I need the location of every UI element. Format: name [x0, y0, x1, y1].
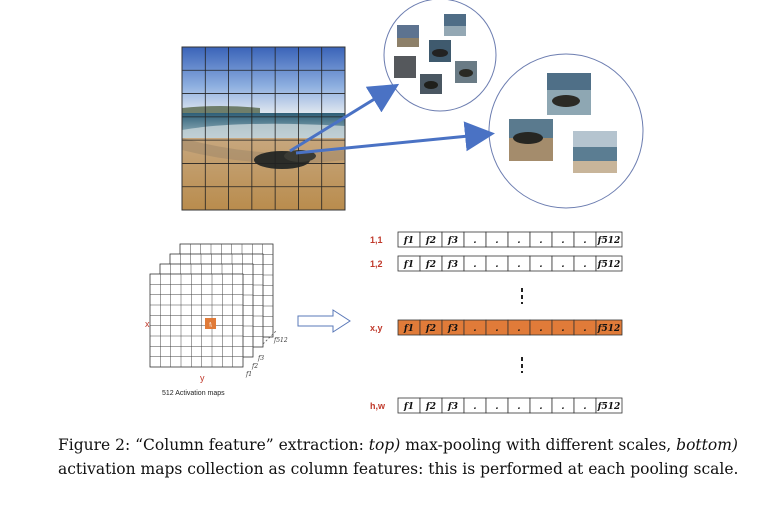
- column-feature-figure: fᵢ x y f512 f3 f2 f1 512 Activation maps…: [145, 0, 644, 414]
- figure-caption: Figure 2: “Column feature” extraction: t…: [58, 433, 758, 481]
- crop-thumb: [509, 119, 553, 161]
- feature-cell-label: .: [495, 260, 498, 270]
- feature-cell-label: f2: [425, 402, 436, 412]
- feature-cell-label: .: [561, 260, 564, 270]
- feature-cell-label: f1: [403, 324, 414, 334]
- beach-photo: [182, 47, 345, 210]
- feature-cell-label: .: [539, 236, 542, 246]
- feature-cell-label: f512: [597, 260, 621, 270]
- feature-cell-label: f3: [447, 402, 458, 412]
- feature-cell-label: .: [561, 236, 564, 246]
- feature-cell-label: f512: [597, 236, 621, 246]
- feature-cell: [595, 255, 623, 272]
- feature-cell-label: .: [583, 260, 586, 270]
- photo-border: [181, 46, 346, 211]
- row-label: h,w: [370, 401, 386, 411]
- hollow-right-arrow-icon: [297, 309, 351, 333]
- feature-cell-label: f2: [425, 236, 436, 246]
- feature-cell: [595, 319, 623, 336]
- feature-cell-label: .: [539, 324, 542, 334]
- x-axis-label: x: [145, 319, 150, 329]
- feature-cell-label: .: [561, 402, 564, 412]
- feature-cell-label: .: [517, 324, 520, 334]
- depth-dots: [262, 330, 277, 345]
- scale-arrow-large: [295, 121, 495, 155]
- feature-cell-label: f512: [597, 402, 621, 412]
- f2-depth-label: f2: [251, 363, 258, 370]
- crop-thumb: [444, 14, 466, 36]
- scale-arrow-small: [289, 83, 400, 153]
- caption-top-label: top): [368, 436, 401, 454]
- feature-cell-label: f3: [447, 260, 458, 270]
- feature-cell-label: .: [517, 402, 520, 412]
- feature-cell-label: .: [539, 402, 542, 412]
- feature-cell-label: .: [517, 236, 520, 246]
- feature-cell-label: f3: [447, 324, 458, 334]
- feature-cell-label: .: [495, 402, 498, 412]
- feature-vector-row: 1,1 f1 f2 f3...... f512: [370, 231, 623, 248]
- crop-thumb: [420, 74, 442, 94]
- activation-map: [149, 273, 244, 368]
- feature-cell-label: .: [583, 402, 586, 412]
- feature-cell-label: .: [473, 260, 476, 270]
- caption-bottom-text: activation maps collection as column fea…: [58, 460, 739, 478]
- feature-cell-label: f1: [403, 260, 414, 270]
- feature-cell-label: f2: [425, 260, 436, 270]
- crop-thumb: [429, 40, 451, 62]
- activation-cell: [205, 318, 216, 329]
- feature-cell-label: .: [495, 324, 498, 334]
- crop-thumb: [547, 73, 591, 115]
- row-label: 1,2: [370, 259, 383, 269]
- feature-vector-row: h,w f1 f2 f3...... f512: [370, 397, 623, 414]
- caption-prefix: Figure 2: “Column feature” extraction:: [58, 436, 364, 454]
- cell-label: fᵢ: [209, 323, 212, 329]
- activation-maps-caption: 512 Activation maps: [162, 390, 225, 397]
- row-label: x,y: [370, 323, 383, 333]
- feature-cell-label: f2: [425, 324, 436, 334]
- row-label: 1,1: [370, 235, 383, 245]
- feature-cell: [595, 231, 623, 248]
- feature-cell-label: .: [473, 324, 476, 334]
- crop-thumb: [397, 25, 419, 47]
- pooling-grid: [182, 47, 345, 210]
- y-axis-label: y: [200, 373, 205, 383]
- crop-thumb: [455, 61, 477, 83]
- caption-bottom-label: bottom): [676, 436, 738, 454]
- feature-cell-label: .: [583, 236, 586, 246]
- feature-cell-label: f1: [403, 402, 414, 412]
- feature-cell-label: .: [495, 236, 498, 246]
- feature-vector-row: 1,2 f1 f2 f3...... f512: [370, 255, 623, 272]
- feature-cell-label: f1: [403, 236, 414, 246]
- feature-cell-label: .: [539, 260, 542, 270]
- feature-cell-label: .: [583, 324, 586, 334]
- caption-top-text: max-pooling with different scales,: [405, 436, 672, 454]
- feature-cell-label: .: [473, 402, 476, 412]
- f3-depth-label: f3: [257, 355, 264, 362]
- crop-thumb: [573, 131, 617, 173]
- feature-cell-label: .: [473, 236, 476, 246]
- feature-cell-label: f512: [597, 324, 621, 334]
- f1-depth-label: f1: [245, 371, 252, 378]
- activation-maps-stack: fᵢ: [149, 243, 274, 368]
- f512-depth-label: f512: [273, 337, 288, 344]
- feature-cell: [595, 397, 623, 414]
- feature-cell-label: .: [561, 324, 564, 334]
- feature-cell-label: f3: [447, 236, 458, 246]
- feature-cell-label: .: [517, 260, 520, 270]
- feature-vector-row: x,y f1 f2 f3...... f512: [370, 319, 623, 336]
- crop-thumb: [394, 56, 416, 78]
